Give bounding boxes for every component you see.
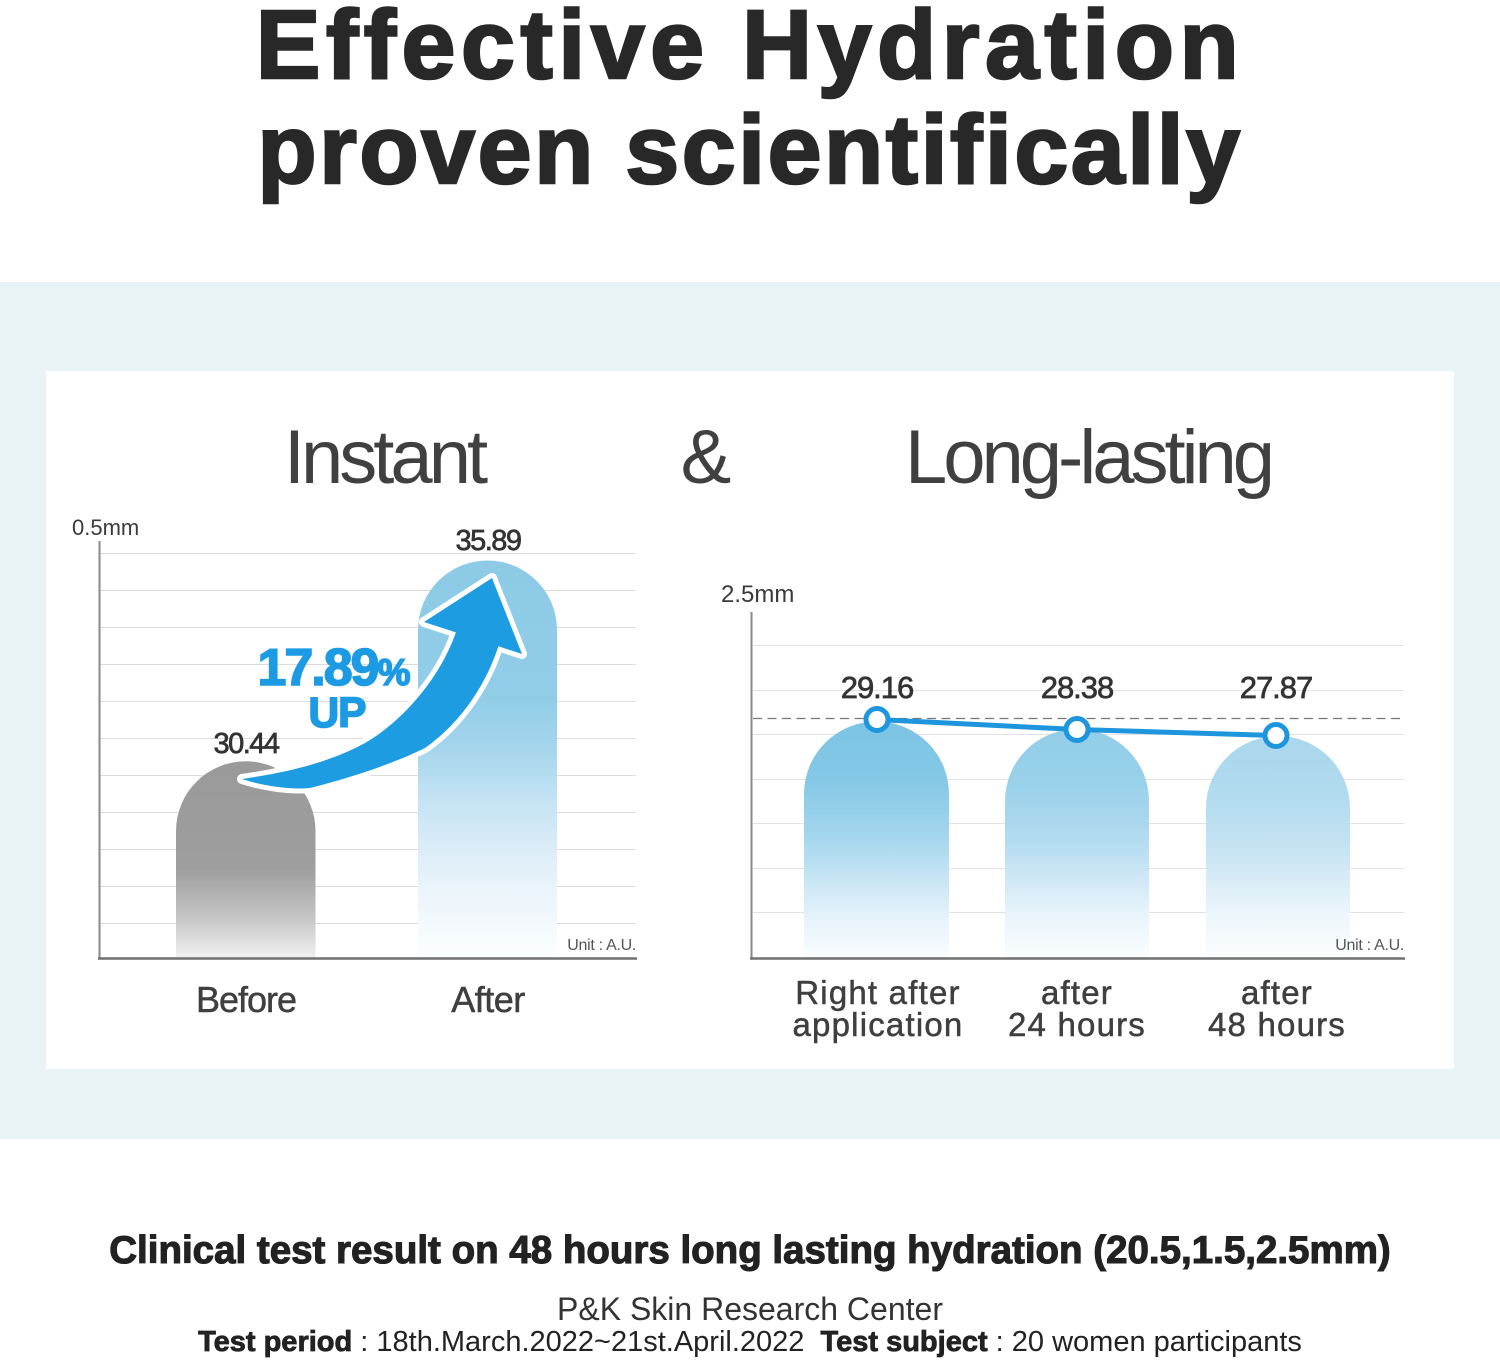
svg-text:35.89: 35.89: [455, 525, 520, 557]
svg-text:28.38: 28.38: [1041, 670, 1114, 705]
svg-text:After: After: [451, 979, 525, 1020]
svg-text:30.44: 30.44: [213, 728, 279, 760]
svg-text:0.5mm: 0.5mm: [72, 515, 139, 540]
svg-text:48 hours: 48 hours: [1208, 1006, 1346, 1043]
svg-text:Unit : A.U.: Unit : A.U.: [1335, 937, 1404, 954]
svg-text:Before: Before: [196, 979, 296, 1020]
svg-text:27.87: 27.87: [1240, 670, 1313, 705]
svg-text:2.5mm: 2.5mm: [721, 581, 794, 608]
svg-text:17.89%: 17.89%: [257, 639, 410, 697]
svg-text:after: after: [1041, 974, 1113, 1011]
svg-text:24 hours: 24 hours: [1008, 1006, 1146, 1043]
svg-text:application: application: [793, 1006, 964, 1043]
svg-text:after: after: [1241, 974, 1313, 1011]
svg-text:Right after: Right after: [795, 974, 960, 1011]
svg-text:UP: UP: [308, 690, 365, 737]
svg-text:Unit : A.U.: Unit : A.U.: [567, 937, 636, 954]
svg-text:29.16: 29.16: [841, 670, 914, 705]
